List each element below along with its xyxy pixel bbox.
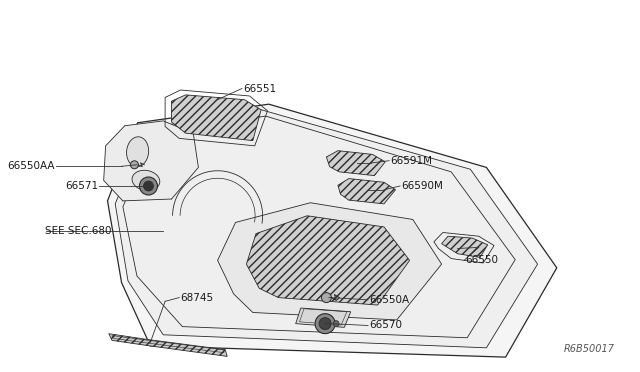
Circle shape	[315, 314, 335, 334]
Text: 66590M: 66590M	[401, 181, 443, 191]
Circle shape	[333, 321, 339, 327]
Ellipse shape	[127, 137, 148, 167]
Text: R6B50017: R6B50017	[564, 344, 615, 354]
Polygon shape	[172, 95, 261, 141]
Polygon shape	[296, 308, 351, 327]
Ellipse shape	[132, 170, 160, 190]
Circle shape	[321, 293, 332, 302]
Text: 66570: 66570	[369, 321, 403, 330]
Polygon shape	[109, 334, 227, 356]
Circle shape	[319, 318, 331, 330]
Text: 66571: 66571	[65, 181, 98, 191]
Circle shape	[143, 181, 154, 191]
Polygon shape	[326, 151, 385, 176]
Text: 66550AA: 66550AA	[8, 161, 55, 171]
Text: 66550A: 66550A	[369, 295, 410, 305]
Circle shape	[140, 177, 157, 195]
Polygon shape	[218, 203, 442, 320]
Text: 66550: 66550	[465, 256, 499, 265]
Text: 68745: 68745	[180, 293, 214, 302]
Text: 66591M: 66591M	[390, 156, 433, 166]
Text: 66551: 66551	[243, 84, 276, 93]
Text: SEE SEC.680: SEE SEC.680	[45, 227, 111, 236]
Circle shape	[131, 161, 138, 169]
Polygon shape	[338, 179, 396, 204]
Polygon shape	[104, 121, 198, 201]
Polygon shape	[442, 236, 488, 257]
Polygon shape	[246, 216, 410, 305]
Polygon shape	[115, 110, 538, 348]
Polygon shape	[108, 104, 557, 357]
